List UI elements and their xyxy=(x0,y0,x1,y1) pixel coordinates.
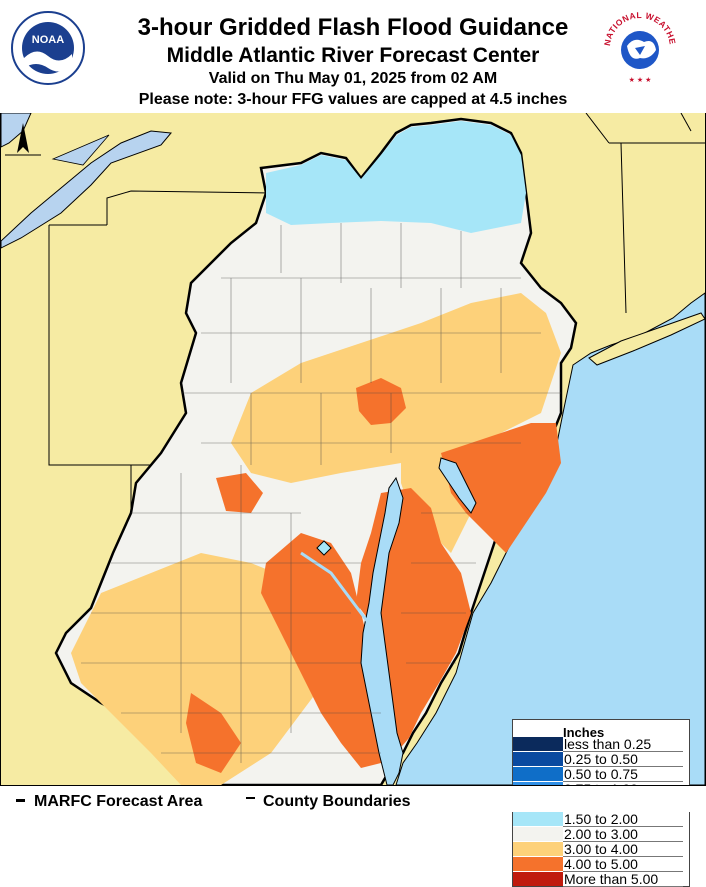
legend-swatch xyxy=(513,872,563,886)
forecast-area-swatch xyxy=(16,799,25,802)
zone-1-50-to-2-00 xyxy=(266,121,526,233)
legend-label: 0.50 to 0.75 xyxy=(564,766,638,782)
legend-label: less than 0.25 xyxy=(564,736,652,752)
legend-label: 0.25 to 0.50 xyxy=(564,751,638,767)
legend-label: 2.00 to 3.00 xyxy=(564,826,638,842)
county-boundaries xyxy=(81,223,561,763)
legend-row: less than 0.25 xyxy=(513,737,689,752)
legend-swatch xyxy=(513,752,563,766)
legend-row: 1.50 to 2.00 xyxy=(513,812,689,827)
nws-logo: NATIONAL WEATHER SERVICE ★ ★ ★ xyxy=(597,0,680,88)
noaa-logo: NOAA xyxy=(10,10,86,86)
legend-row: 4.00 to 5.00 xyxy=(513,857,689,872)
legend-row: More than 5.00 xyxy=(513,872,689,887)
legend-row: 3.00 to 4.00 xyxy=(513,842,689,857)
legend-title: Inches xyxy=(563,725,605,740)
lake-ontario xyxy=(0,130,172,249)
legend-row: 0.25 to 0.50 xyxy=(513,752,689,767)
legend-divider xyxy=(563,766,683,767)
legend-row: 0.50 to 0.75 xyxy=(513,767,689,782)
svg-text:NOAA: NOAA xyxy=(32,34,64,46)
legend-swatch xyxy=(513,857,563,871)
legend-divider xyxy=(563,751,683,752)
legend-swatch xyxy=(513,767,563,781)
legend-label: 3.00 to 4.00 xyxy=(564,841,638,857)
north-arrow-icon xyxy=(5,123,41,156)
legend-swatch xyxy=(513,812,563,826)
flash-flood-guidance-map: Inches less than 0.25 0.25 to 0.50 0.50 to… xyxy=(0,112,706,887)
map-subtitle: Middle Atlantic River Forecast Center xyxy=(166,44,540,67)
legend-swatch xyxy=(513,827,563,841)
legend-label: More than 5.00 xyxy=(564,871,659,887)
legend-swatch xyxy=(513,842,563,856)
map-title: 3-hour Gridded Flash Flood Guidance xyxy=(137,14,569,41)
legend-label: 1.50 to 2.00 xyxy=(564,811,638,827)
legend-divider xyxy=(563,781,683,782)
legend-label: 4.00 to 5.00 xyxy=(564,856,638,872)
valid-time: Valid on Thu May 01, 2025 from 02 AM xyxy=(208,70,498,87)
forecast-area-legend: MARFC Forecast Area xyxy=(34,793,203,810)
lake-erie xyxy=(0,112,32,148)
legend-swatch xyxy=(513,737,563,751)
county-boundary-swatch xyxy=(246,797,255,799)
footer: MARFC Forecast Area County Boundaries xyxy=(0,785,706,812)
header: NOAA 3-hour Gridded Flash Flood Guidance… xyxy=(0,0,706,113)
cap-note: Please note: 3-hour FFG values are cappe… xyxy=(138,91,568,108)
county-boundaries-legend: County Boundaries xyxy=(263,793,411,810)
legend-row: 2.00 to 3.00 xyxy=(513,827,689,842)
svg-text:★ ★ ★: ★ ★ ★ xyxy=(629,76,652,84)
